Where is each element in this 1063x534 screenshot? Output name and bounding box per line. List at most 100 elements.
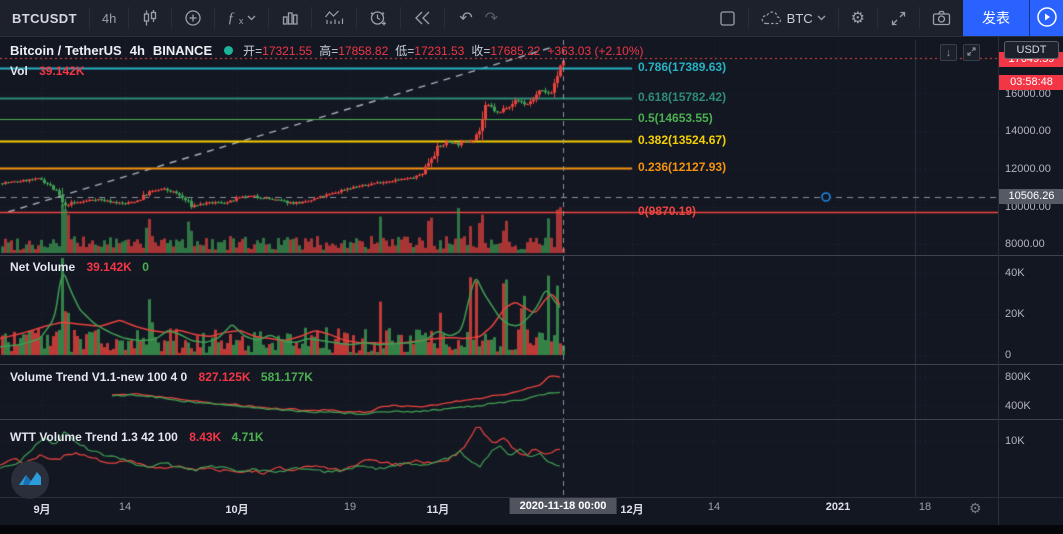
cloud-layout-button[interactable]: BTC	[749, 0, 838, 36]
toolbar-right-group: BTC ⚙ 发表	[707, 0, 1063, 36]
price-axis-tick: 10K	[1005, 435, 1025, 447]
ohlc-value: 17858.82	[338, 44, 389, 58]
time-axis-label: 11月	[426, 504, 450, 516]
arrow-down-icon: ↓	[945, 46, 952, 59]
ohlc-value: 17321.55	[262, 44, 313, 58]
price-axis-tick: 40K	[1005, 267, 1025, 279]
ohlc-value: 17231.53	[414, 44, 465, 58]
alarm-clock-plus-icon	[369, 9, 388, 27]
price-axis[interactable]: 17649.59 03:58:48 10506.26 USDT 16000.00…	[998, 37, 1063, 525]
volume-legend[interactable]: Vol 39.142K	[10, 64, 92, 78]
time-axis-label: 14	[707, 501, 721, 513]
pane-divider[interactable]	[0, 364, 1063, 365]
window-bottom-strip	[0, 525, 1063, 534]
chevron-down-icon	[247, 15, 256, 21]
tradingview-logo[interactable]	[11, 461, 49, 499]
camera-icon	[932, 10, 951, 26]
play-circle-icon	[1036, 6, 1058, 31]
fundamental-metrics-button[interactable]	[312, 0, 356, 36]
price-axis-tick: 8000.00	[1005, 238, 1045, 250]
volume-trend-title: Volume Trend V1.1-new 100 4 0	[10, 370, 188, 384]
fx-icon: ƒ	[227, 9, 235, 26]
fib-level-label[interactable]: 0.236(12127.93)	[638, 160, 727, 174]
price-axis-tick: 800K	[1005, 371, 1031, 383]
fib-level-label[interactable]: 0.618(15782.42)	[638, 90, 727, 104]
compare-button[interactable]	[172, 0, 214, 36]
fullscreen-button[interactable]	[878, 0, 919, 36]
ohlc-label: 低=	[395, 44, 415, 58]
interval-button[interactable]: 4h	[90, 0, 128, 36]
toolbar-separator	[311, 7, 313, 29]
undo-button[interactable]: ↶	[445, 0, 480, 36]
volume-indicator-title: Vol	[10, 64, 28, 78]
time-axis-settings-gear-icon[interactable]: ⚙	[969, 500, 982, 516]
price-axis-tick: 16000.00	[1005, 88, 1051, 100]
ohlc-label: 收=	[471, 44, 491, 58]
price-axis-tick: 10000.00	[1005, 201, 1051, 213]
toolbar-separator	[171, 7, 173, 29]
net-volume-title: Net Volume	[10, 260, 76, 274]
hline-price-tag: 10506.26	[999, 189, 1063, 204]
fib-level-label[interactable]: 0(9870.19)	[638, 204, 697, 218]
fib-level-label[interactable]: 0.5(14653.55)	[638, 111, 713, 125]
time-axis-label: 10月	[225, 504, 249, 516]
toolbar-separator	[919, 7, 920, 29]
chart-canvas[interactable]	[0, 37, 998, 525]
layout-button[interactable]	[707, 0, 748, 36]
toolbar-separator	[400, 7, 402, 29]
ohlc-label: 开=	[243, 44, 263, 58]
chart-area: 0.786(17389.63) 0.618(15782.42) 0.5(14653.…	[0, 37, 1063, 525]
play-button[interactable]	[1029, 0, 1063, 36]
publish-button[interactable]: 发表	[963, 0, 1029, 36]
compare-plus-icon	[184, 9, 202, 27]
pane-move-down-button[interactable]: ↓	[940, 44, 957, 61]
maximize-icon	[967, 46, 976, 59]
legend-interval: 4h	[129, 43, 145, 58]
candlestick-icon	[141, 9, 159, 27]
volume-trend-legend[interactable]: Volume Trend V1.1-new 100 4 0 827.125K 5…	[10, 370, 313, 384]
symbol-title: Bitcoin / TetherUS	[10, 43, 122, 58]
pane-divider[interactable]	[0, 419, 1063, 420]
price-change-value: +363.03 (+2.10%)	[547, 44, 644, 58]
symbol-legend[interactable]: Bitcoin / TetherUS 4h BINANCE 开=17321.55…	[10, 42, 651, 59]
chart-style-candles-button[interactable]	[129, 0, 171, 36]
alert-button[interactable]	[357, 0, 400, 36]
toolbar-separator	[128, 7, 130, 29]
toolbar-separator	[214, 7, 216, 29]
price-axis-tick: 400K	[1005, 400, 1031, 412]
ohlc-values: 开=17321.55 高=17858.82 低=17231.53 收=17685.22…	[243, 42, 650, 59]
wtt-volume-trend-legend[interactable]: WTT Volume Trend 1.3 42 100 8.43K 4.71K	[10, 430, 264, 444]
columns-icon	[281, 9, 299, 27]
time-axis-label: 14	[118, 501, 132, 513]
cloud-layout-name: BTC	[786, 10, 813, 26]
toolbar-separator	[268, 7, 270, 29]
volume-trend-green-value: 581.177K	[260, 370, 313, 384]
toolbar-separator	[444, 7, 446, 29]
net-volume-red-value: 39.142K	[86, 260, 132, 274]
price-axis-tick: 0	[1005, 349, 1012, 361]
settings-button[interactable]: ⚙	[839, 0, 877, 36]
pane-divider[interactable]	[0, 255, 1063, 256]
pane-maximize-button[interactable]	[963, 44, 980, 61]
fib-level-label[interactable]: 0.382(13524.67)	[638, 133, 727, 147]
ohlc-label: 高=	[319, 44, 339, 58]
net-volume-legend[interactable]: Net Volume 39.142K 0	[10, 260, 149, 274]
price-axis-tick: 12000.00	[1005, 163, 1051, 175]
indicator-templates-button[interactable]	[269, 0, 311, 36]
bar-replay-button[interactable]	[401, 0, 444, 36]
fib-level-label[interactable]: 0.786(17389.63)	[638, 60, 727, 74]
currency-toggle-button[interactable]: USDT	[1004, 41, 1059, 59]
price-axis-tick: 14000.00	[1005, 125, 1051, 137]
symbol-search-button[interactable]: BTCUSDT	[0, 0, 89, 36]
metrics-icon	[324, 9, 344, 27]
wtt-title: WTT Volume Trend 1.3 42 100	[10, 430, 178, 444]
snapshot-button[interactable]	[920, 0, 963, 36]
redo-button[interactable]: ↷	[481, 0, 512, 36]
toolbar-separator	[747, 7, 749, 29]
toolbar-separator	[356, 7, 358, 29]
toolbar-separator	[877, 7, 878, 29]
